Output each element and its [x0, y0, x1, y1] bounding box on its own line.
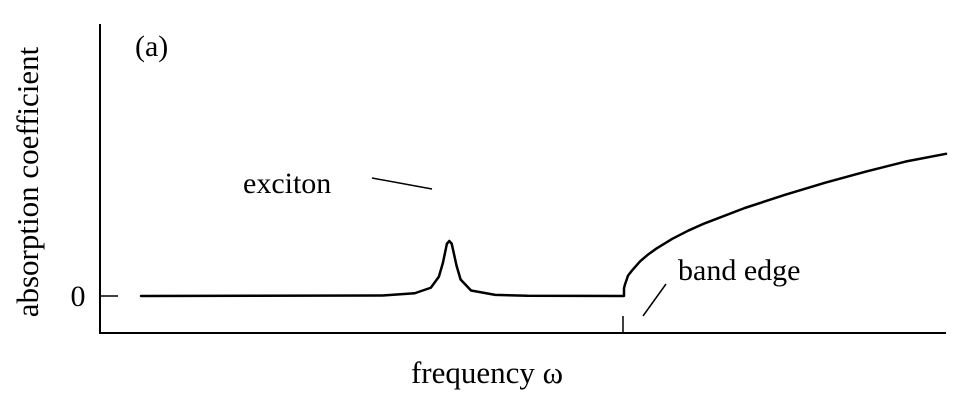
x-axis-label: frequency ω — [411, 355, 563, 390]
band-edge-label: band edge — [678, 254, 800, 287]
y-tick-label-zero: 0 — [71, 280, 86, 313]
panel-label: (a) — [135, 30, 168, 63]
absorption-curve — [139, 152, 948, 298]
y-axis-label: absorption coefficient — [10, 46, 45, 317]
exciton-label: exciton — [243, 167, 331, 200]
band-edge-leader-line — [642, 283, 667, 317]
exciton-leader-line — [371, 177, 433, 190]
